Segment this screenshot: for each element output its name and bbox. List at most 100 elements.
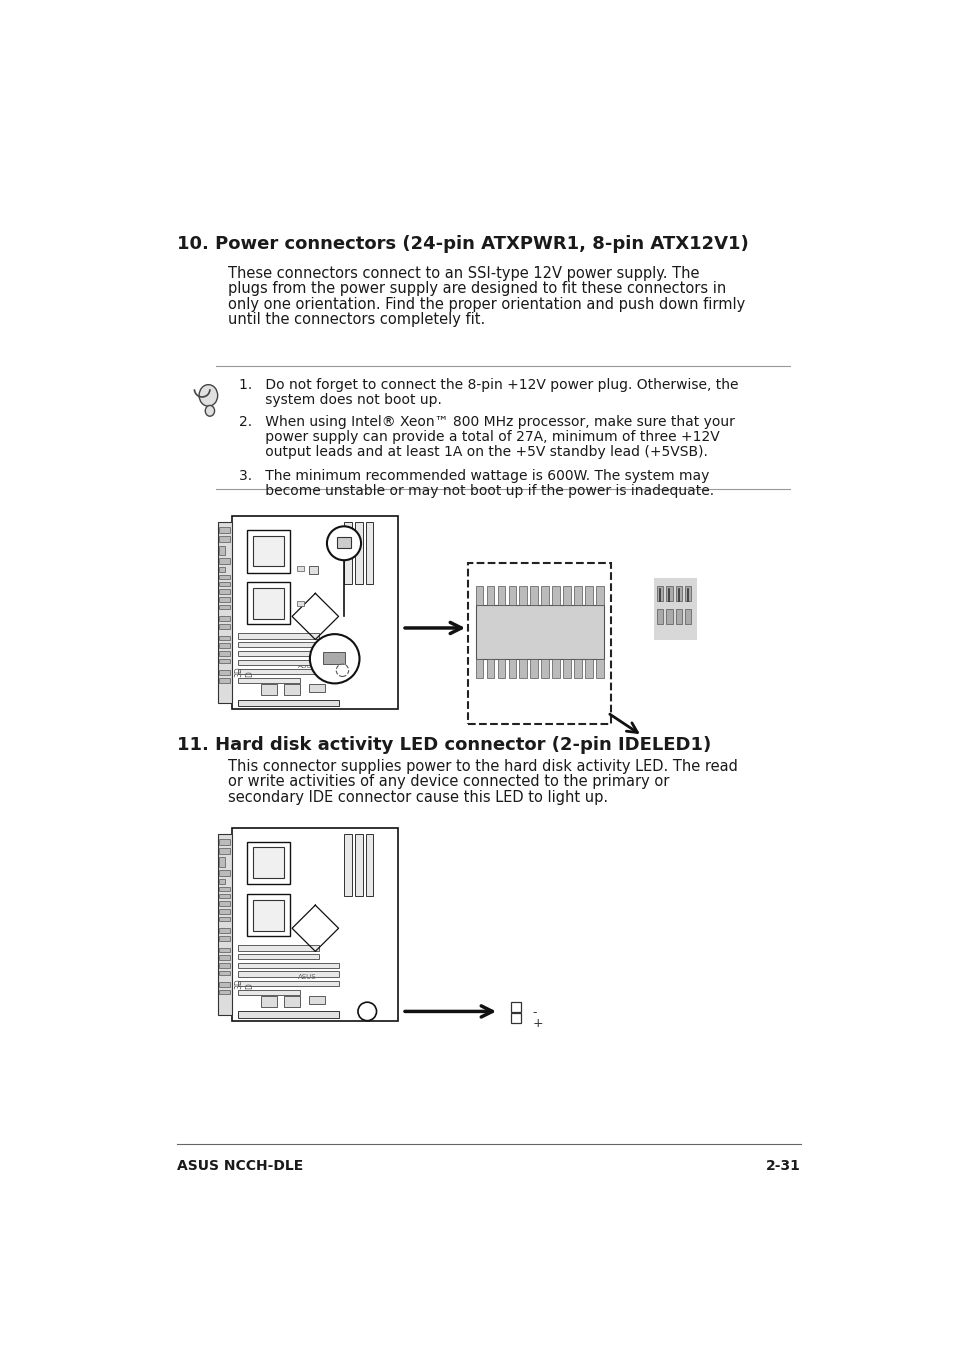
Bar <box>284 684 299 694</box>
Text: only one orientation. Find the proper orientation and push down firmly: only one orientation. Find the proper or… <box>228 297 744 312</box>
Text: plugs from the power supply are designed to fit these connectors in: plugs from the power supply are designed… <box>228 281 725 296</box>
Bar <box>219 574 230 580</box>
Bar <box>253 588 283 619</box>
Bar <box>574 659 581 678</box>
Text: output leads and at least 1A on the +5V standby lead (+5VSB).: output leads and at least 1A on the +5V … <box>239 446 707 459</box>
Bar <box>219 839 230 846</box>
Bar <box>219 624 230 628</box>
Bar <box>237 971 338 977</box>
Bar <box>552 659 559 678</box>
Bar <box>219 936 230 940</box>
Bar <box>574 585 581 605</box>
Bar <box>309 566 318 574</box>
Bar <box>297 601 303 605</box>
Text: ASUS: ASUS <box>297 662 315 669</box>
Text: 10. Power connectors (24-pin ATXPWR1, 8-pin ATX12V1): 10. Power connectors (24-pin ATXPWR1, 8-… <box>177 235 748 253</box>
Bar <box>219 567 225 571</box>
Bar <box>237 634 319 639</box>
Bar <box>355 835 362 896</box>
Bar <box>596 659 603 678</box>
Text: ASUS: ASUS <box>297 974 315 981</box>
Bar <box>666 585 672 601</box>
Bar <box>336 538 351 549</box>
Text: -: - <box>524 1006 537 1019</box>
Bar <box>219 536 230 543</box>
Bar <box>219 870 230 875</box>
Text: 11. Hard disk activity LED connector (2-pin IDELED1): 11. Hard disk activity LED connector (2-… <box>177 736 711 754</box>
Bar <box>309 996 324 1004</box>
Bar <box>486 585 494 605</box>
Bar <box>253 847 283 878</box>
Bar <box>675 585 681 601</box>
Bar <box>284 996 299 1006</box>
Bar <box>508 585 516 605</box>
Text: This connector supplies power to the hard disk activity LED. The read: This connector supplies power to the har… <box>228 759 737 774</box>
Bar <box>365 835 373 896</box>
Bar <box>297 566 303 571</box>
Bar <box>365 523 373 584</box>
Bar <box>237 669 338 674</box>
Bar <box>247 530 290 573</box>
Bar <box>237 981 338 986</box>
Bar <box>530 585 537 605</box>
Bar <box>497 659 505 678</box>
Bar <box>232 828 397 1020</box>
Bar <box>247 893 290 936</box>
Bar <box>219 901 230 907</box>
Bar <box>237 946 319 951</box>
Bar <box>508 659 516 678</box>
Bar <box>219 909 230 913</box>
Bar <box>253 900 283 931</box>
Bar <box>219 670 230 676</box>
Bar <box>247 582 290 624</box>
Polygon shape <box>292 593 338 639</box>
Bar <box>219 963 230 967</box>
Bar <box>657 609 662 624</box>
Bar <box>344 523 352 584</box>
Circle shape <box>327 527 360 561</box>
Text: 3D
D: 3D D <box>234 666 253 677</box>
Bar <box>219 597 230 601</box>
Text: power supply can provide a total of 27A, minimum of three +12V: power supply can provide a total of 27A,… <box>239 430 720 444</box>
Bar <box>219 546 225 555</box>
Bar <box>219 605 230 609</box>
Text: or write activities of any device connected to the primary or: or write activities of any device connec… <box>228 774 668 789</box>
Text: These connectors connect to an SSI-type 12V power supply. The: These connectors connect to an SSI-type … <box>228 266 699 281</box>
Bar <box>261 684 276 694</box>
Text: 1.   Do not forget to connect the 8-pin +12V power plug. Otherwise, the: 1. Do not forget to connect the 8-pin +1… <box>239 378 739 392</box>
Bar <box>518 585 527 605</box>
Bar <box>237 651 338 657</box>
Bar <box>219 589 230 594</box>
Bar <box>237 990 299 996</box>
Bar <box>584 659 592 678</box>
Bar <box>219 558 230 565</box>
Text: +: + <box>524 1017 542 1029</box>
Bar <box>684 585 691 601</box>
Bar <box>219 616 230 621</box>
Bar <box>562 659 570 678</box>
Bar <box>219 643 230 648</box>
Ellipse shape <box>199 385 217 407</box>
Bar <box>675 609 681 624</box>
Bar <box>476 659 483 678</box>
Bar <box>247 842 290 885</box>
Bar <box>219 982 230 986</box>
Bar <box>237 954 319 959</box>
Bar <box>219 848 230 854</box>
Text: 2.   When using Intel® Xeon™ 800 MHz processor, make sure that your: 2. When using Intel® Xeon™ 800 MHz proce… <box>239 415 735 428</box>
Bar <box>552 585 559 605</box>
Circle shape <box>310 634 359 684</box>
Bar <box>219 880 225 884</box>
Bar <box>219 893 230 898</box>
Bar <box>476 585 483 605</box>
Bar <box>355 523 362 584</box>
Bar <box>219 636 230 640</box>
Bar <box>219 886 230 892</box>
Bar <box>237 963 338 969</box>
Bar <box>219 990 230 994</box>
Bar <box>540 585 548 605</box>
Bar <box>219 947 230 952</box>
Bar <box>530 659 537 678</box>
Text: 3D
D: 3D D <box>234 978 253 989</box>
Bar <box>237 700 338 705</box>
